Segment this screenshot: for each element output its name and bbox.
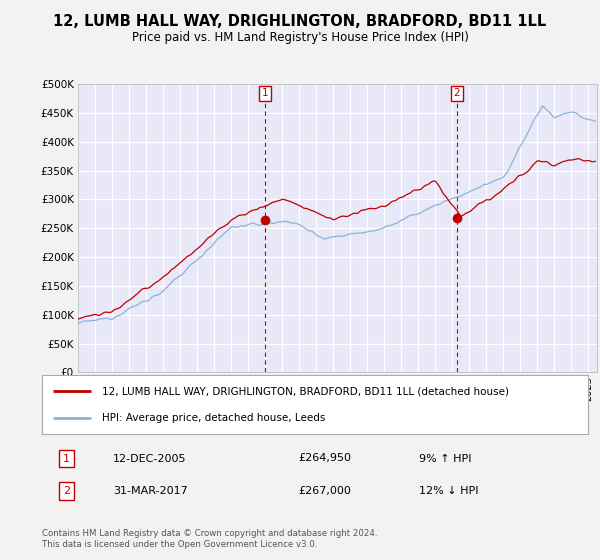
Text: 12, LUMB HALL WAY, DRIGHLINGTON, BRADFORD, BD11 1LL: 12, LUMB HALL WAY, DRIGHLINGTON, BRADFOR… [53,14,547,29]
Text: HPI: Average price, detached house, Leeds: HPI: Average price, detached house, Leed… [102,413,325,423]
Text: 1: 1 [63,454,70,464]
Text: 2: 2 [454,88,460,99]
Text: 12% ↓ HPI: 12% ↓ HPI [419,486,478,496]
Text: 31-MAR-2017: 31-MAR-2017 [113,486,188,496]
Text: 1: 1 [262,88,268,99]
Text: £264,950: £264,950 [299,454,352,464]
Text: Price paid vs. HM Land Registry's House Price Index (HPI): Price paid vs. HM Land Registry's House … [131,31,469,44]
Text: 9% ↑ HPI: 9% ↑ HPI [419,454,471,464]
Text: Contains HM Land Registry data © Crown copyright and database right 2024.
This d: Contains HM Land Registry data © Crown c… [42,529,377,549]
Text: £267,000: £267,000 [299,486,352,496]
Text: 12, LUMB HALL WAY, DRIGHLINGTON, BRADFORD, BD11 1LL (detached house): 12, LUMB HALL WAY, DRIGHLINGTON, BRADFOR… [102,386,509,396]
Text: 2: 2 [63,486,70,496]
Text: 12-DEC-2005: 12-DEC-2005 [113,454,187,464]
